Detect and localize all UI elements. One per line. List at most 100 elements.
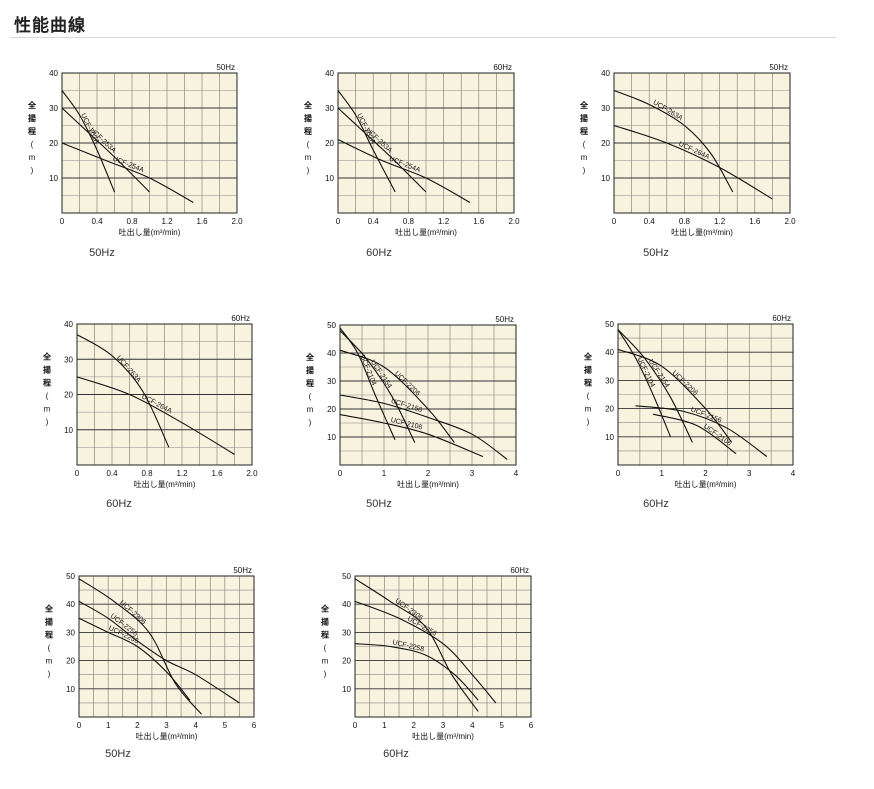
performance-chart-3: 10 20 30 40 0 0.4 0.8 1.2 1.6 2.0 吐出し量(m³/min) 全揚程 (…	[574, 59, 798, 243]
y-axis-label-char: 揚	[580, 113, 588, 123]
performance-chart-4: 10 20 30 40 0 0.4 0.8 1.2 1.6 2.0 吐出し量(m³/min) 全揚程 (…	[37, 310, 260, 495]
x-tick-label: 0.8	[403, 217, 415, 226]
x-tick-label: 0.4	[91, 217, 103, 226]
y-tick-label: 40	[342, 600, 351, 609]
chart-svg: 10 20 30 40 0 0.4 0.8 1.2 1.6 2.0 吐出し量(m³/min) 全揚程 (…	[42, 314, 258, 489]
y-axis-label-char: 揚	[28, 113, 36, 123]
x-tick-label: 0.8	[679, 217, 691, 226]
y-axis-label-char: m	[44, 404, 51, 413]
x-axis-label: 吐出し量(m³/min)	[136, 731, 198, 741]
series-line-ucf-2156	[339, 394, 508, 460]
x-tick-label: 2	[135, 721, 140, 730]
y-tick-label: 10	[49, 174, 58, 183]
y-tick-label: 20	[325, 139, 334, 148]
y-axis-label-char: m	[29, 153, 36, 162]
y-tick-label: 10	[605, 433, 614, 442]
y-axis-label-char: 揚	[45, 616, 53, 626]
series-line-ucf-2154	[617, 329, 693, 443]
performance-chart-5: 10 20 30 40 50 0 1 2 3 4 吐出し量(m³/min) 全揚程(m) 50Hz UCF…	[300, 311, 524, 495]
page-title: 性能曲線	[14, 16, 86, 36]
chart-svg: 10 20 30 40 0 0.4 0.8 1.2 1.6 2.0 吐出し量(m³/min) 全揚程 (…	[27, 63, 243, 237]
y-axis-label-char: 全	[44, 603, 54, 613]
chart-caption: 60Hz	[366, 247, 392, 259]
plot-frame	[76, 323, 253, 466]
y-tick-label: 30	[601, 104, 610, 113]
chart-caption: 60Hz	[383, 748, 409, 760]
y-tick-label: 30	[325, 104, 334, 113]
x-axis-label: 吐出し量(m³/min)	[675, 479, 737, 489]
y-tick-label: 10	[325, 174, 334, 183]
x-tick-label: 5	[223, 721, 228, 730]
x-tick-label: 3	[747, 469, 752, 478]
series-line-ucf-2104	[617, 329, 672, 438]
series-line-ucf-2154	[339, 330, 416, 443]
series-line-ucf-253a	[337, 107, 427, 193]
series-line-ucf-252a	[337, 90, 396, 193]
x-tick-label: 0	[353, 721, 358, 730]
x-tick-label: 0.4	[106, 469, 118, 478]
y-axis-label-char: )	[48, 669, 51, 678]
x-axis-label: 吐出し量(m³/min)	[119, 227, 181, 237]
y-axis-label-char: )	[46, 417, 49, 426]
plot-frame	[337, 72, 515, 214]
y-axis-label-char: (	[46, 391, 49, 400]
y-axis-label-char: (	[48, 643, 51, 652]
x-tick-label: 2	[411, 721, 416, 730]
series-line-ucf-2156	[635, 405, 768, 457]
frequency-label: 60Hz	[510, 566, 529, 575]
series-line-ucf-2206	[339, 349, 455, 443]
y-axis-label-char: (	[31, 140, 34, 149]
y-axis-label-char: 全	[303, 100, 313, 110]
y-axis-label-char: )	[31, 166, 34, 175]
series-line-ucf-254a	[337, 139, 471, 203]
x-axis-label: 吐出し量(m³/min)	[134, 479, 196, 489]
x-tick-label: 1.2	[714, 217, 726, 226]
series-line-ucf-264a	[613, 124, 773, 200]
y-axis-label-char: m	[307, 405, 314, 414]
y-axis-label-char: )	[587, 417, 590, 426]
x-tick-label: 1.2	[176, 469, 188, 478]
x-tick-label: 2	[703, 469, 708, 478]
x-tick-label: 2.0	[508, 217, 520, 226]
performance-chart-7: 10 20 30 40 50 0 1 2 3 4 5 6 吐出し量(m³/min) 全揚程(m) 50Hz U…	[39, 562, 262, 747]
y-axis-label-char: 程	[45, 629, 53, 639]
y-tick-label: 50	[605, 320, 614, 329]
y-tick-label: 40	[327, 349, 336, 358]
y-tick-label: 40	[601, 69, 610, 78]
y-tick-label: 40	[49, 69, 58, 78]
y-axis-label-char: )	[583, 166, 586, 175]
x-tick-label: 1.6	[749, 217, 761, 226]
x-tick-label: 1.6	[211, 469, 223, 478]
x-tick-label: 1	[382, 469, 387, 478]
x-tick-label: 0	[77, 721, 82, 730]
y-tick-label: 30	[342, 628, 351, 637]
chart-svg: 10 20 30 40 0 0.4 0.8 1.2 1.6 2.0 吐出し量(m³/min) 全揚程 (…	[303, 63, 520, 237]
performance-chart-6: 10 20 30 40 50 0 1 2 3 4 吐出し量(m³/min) 全揚程(m) 60Hz UCF…	[578, 310, 801, 495]
y-tick-label: 30	[64, 355, 73, 364]
series-line-ucf-2306	[78, 578, 202, 715]
y-axis-label-char: 全	[583, 351, 593, 361]
y-tick-label: 20	[64, 391, 73, 400]
plot-frame	[617, 323, 794, 466]
y-axis-label-char: 全	[27, 100, 37, 110]
series-line-ucf-2206	[617, 348, 733, 443]
series-line-ucf-2258	[354, 643, 479, 701]
performance-chart-8: 10 20 30 40 50 0 1 2 3 4 5 6 吐出し量(m³/min) 全揚程(m) 60Hz U…	[315, 562, 539, 747]
frequency-label: 50Hz	[216, 63, 235, 72]
chart-caption: 50Hz	[643, 247, 669, 259]
frequency-label: 60Hz	[772, 314, 791, 323]
y-axis-label-char: 全	[320, 603, 330, 613]
x-tick-label: 1	[106, 721, 111, 730]
frequency-label: 50Hz	[769, 63, 788, 72]
y-tick-label: 20	[49, 139, 58, 148]
x-tick-label: 6	[252, 721, 257, 730]
x-tick-label: 0	[338, 469, 343, 478]
y-tick-label: 30	[327, 377, 336, 386]
y-tick-label: 20	[605, 405, 614, 414]
y-axis-label-char: 全	[305, 352, 315, 362]
x-tick-label: 0	[60, 217, 65, 226]
y-axis-label-char: )	[309, 418, 312, 427]
